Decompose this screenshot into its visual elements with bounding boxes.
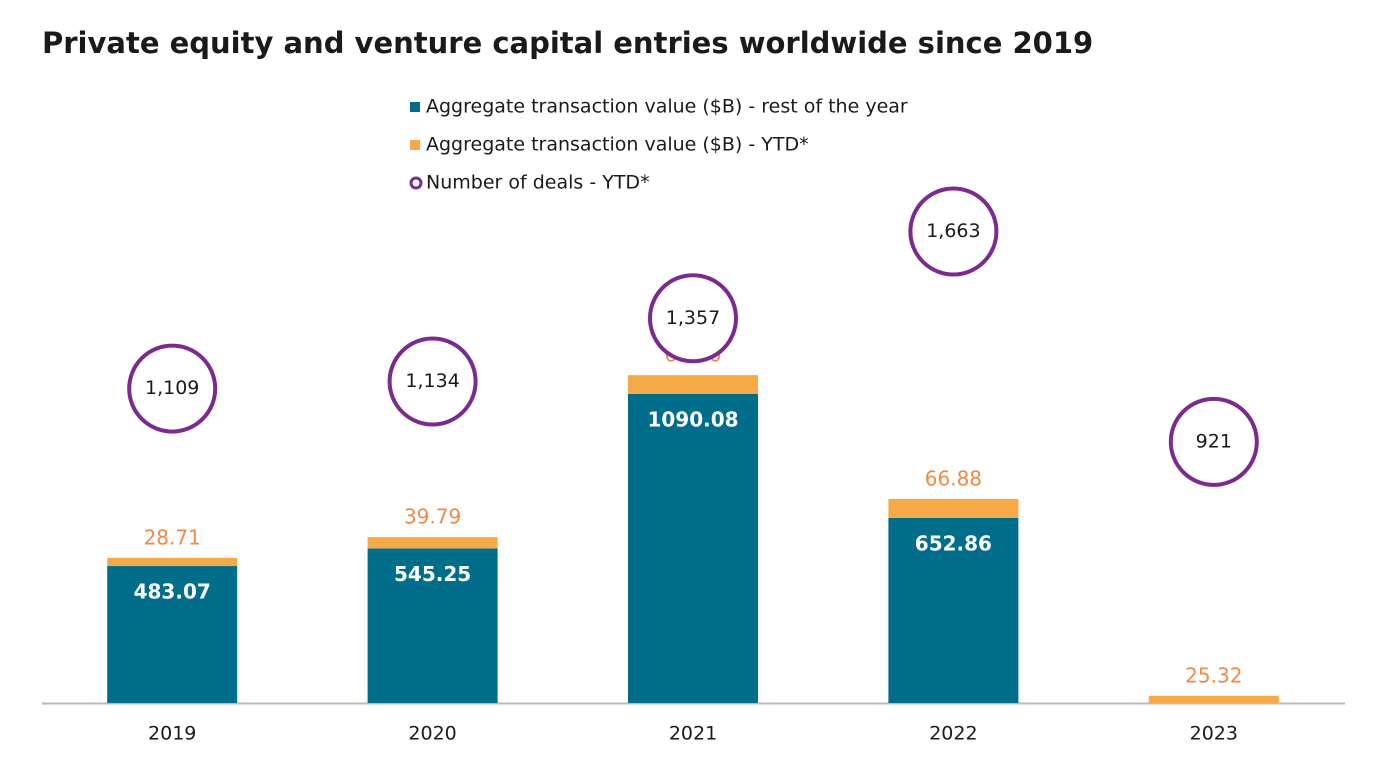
deal-circle <box>127 343 218 434</box>
legend-label: Aggregate transaction value ($B) - YTD* <box>426 134 809 156</box>
bar-segment <box>628 375 758 394</box>
legend-label: Aggregate transaction value ($B) - rest … <box>426 96 908 118</box>
value-label: 1090.08 <box>647 407 738 431</box>
x-tick-label: 2021 <box>669 723 717 745</box>
bar-segment <box>1148 695 1279 703</box>
deal-label: 1,109 <box>145 377 199 399</box>
bar-segment <box>367 537 498 549</box>
legend-marker <box>410 102 420 112</box>
bar-segment <box>888 498 1019 518</box>
bar-segment <box>107 557 238 567</box>
value-label: 39.79 <box>404 505 461 529</box>
deal-label: 921 <box>1196 430 1232 452</box>
chart-title: Private equity and venture capital entri… <box>42 26 1093 60</box>
deal-circle <box>1168 396 1259 487</box>
deal-label: 1,134 <box>405 370 459 392</box>
deal-circle <box>908 186 999 277</box>
value-label: 652.86 <box>915 531 992 555</box>
legend-label: Number of deals - YTD* <box>426 172 650 194</box>
x-tick-label: 2022 <box>929 723 977 745</box>
value-label: 28.71 <box>144 525 201 549</box>
x-tick-label: 2020 <box>408 723 456 745</box>
deal-label: 1,663 <box>926 220 980 242</box>
x-tick-label: 2023 <box>1190 723 1238 745</box>
deal-circle <box>387 336 478 427</box>
value-label: 483.07 <box>134 580 211 604</box>
value-label: 545.25 <box>394 562 471 586</box>
deal-circle <box>648 273 738 364</box>
legend-marker <box>409 176 423 190</box>
value-label: 66.88 <box>925 466 982 490</box>
bar-segment <box>367 548 498 703</box>
deal-label: 1,357 <box>666 307 720 329</box>
bar-segment <box>888 517 1019 703</box>
bar-segment <box>107 566 238 703</box>
value-label: 25.32 <box>1185 663 1242 687</box>
x-tick-label: 2019 <box>148 723 196 745</box>
legend-marker <box>410 140 420 150</box>
bar-segment <box>628 393 758 703</box>
